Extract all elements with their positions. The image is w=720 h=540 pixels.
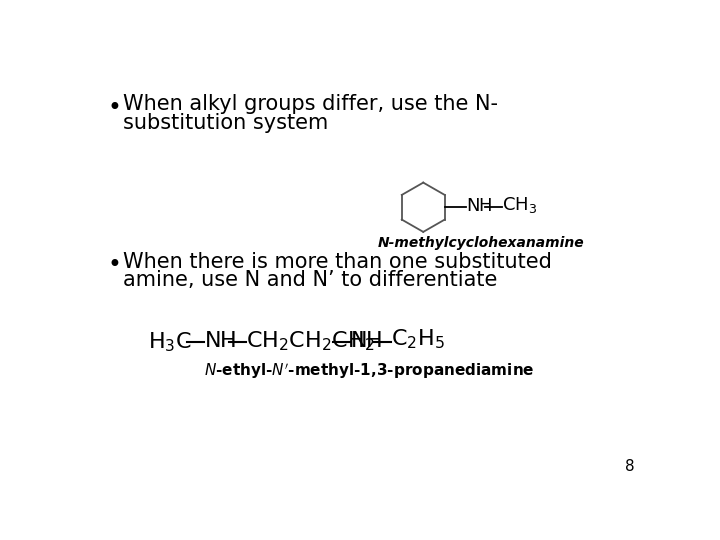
Text: substitution system: substitution system <box>122 112 328 132</box>
Text: N-methylcyclohexanamine: N-methylcyclohexanamine <box>378 236 585 249</box>
Text: $\mathit{N}$-ethyl-$\mathit{N^{\prime}}$-methyl-1,3-propanediamine: $\mathit{N}$-ethyl-$\mathit{N^{\prime}}$… <box>204 361 534 381</box>
Text: $\mathrm{NH}$: $\mathrm{NH}$ <box>350 331 382 351</box>
Text: $\mathrm{C_2H_5}$: $\mathrm{C_2H_5}$ <box>392 327 445 350</box>
Text: $\mathrm{H_3C}$: $\mathrm{H_3C}$ <box>148 330 192 354</box>
Text: When there is more than one substituted: When there is more than one substituted <box>122 252 552 272</box>
Text: •: • <box>107 253 121 278</box>
Text: •: • <box>107 96 121 119</box>
Text: $\mathsf{NH}$: $\mathsf{NH}$ <box>467 198 493 215</box>
Text: amine, use N and N’ to differentiate: amine, use N and N’ to differentiate <box>122 271 497 291</box>
Text: 8: 8 <box>625 460 635 475</box>
Text: $\mathrm{NH}$: $\mathrm{NH}$ <box>204 331 236 351</box>
Text: $\mathsf{CH_3}$: $\mathsf{CH_3}$ <box>502 195 537 215</box>
Text: When alkyl groups differ, use the N-: When alkyl groups differ, use the N- <box>122 94 498 114</box>
Text: $\mathrm{CH_2CH_2CH_2}$: $\mathrm{CH_2CH_2CH_2}$ <box>246 329 374 353</box>
